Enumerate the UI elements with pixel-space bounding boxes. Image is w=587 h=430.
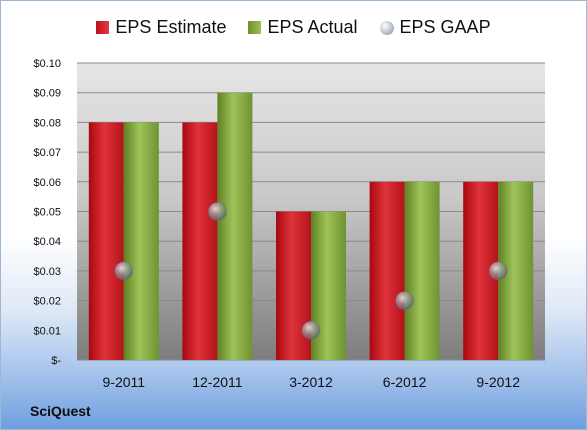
legend-label-estimate: EPS Estimate — [115, 17, 227, 37]
x-tick-label: 9-2011 — [103, 374, 146, 390]
point-eps-gaap — [395, 291, 415, 311]
legend-label-actual: EPS Actual — [267, 17, 358, 37]
legend: EPS Estimate EPS Actual EPS GAAP — [1, 17, 586, 38]
y-tick-label: $0.01 — [33, 325, 61, 337]
point-eps-gaap — [301, 320, 321, 340]
point-eps-gaap — [488, 261, 508, 281]
y-tick-label: $0.09 — [33, 88, 61, 100]
legend-item-actual: EPS Actual — [248, 17, 358, 38]
y-tick-label: $0.08 — [33, 117, 61, 129]
legend-item-estimate: EPS Estimate — [96, 17, 226, 38]
y-tick-label: $0.02 — [33, 296, 61, 308]
x-tick-label: 6-2012 — [383, 374, 427, 390]
bar-eps-estimate — [182, 122, 218, 361]
legend-swatch-gaap — [379, 20, 394, 35]
y-tick-label: $0.04 — [33, 236, 61, 248]
legend-swatch-estimate — [96, 21, 110, 34]
bar-eps-actual — [123, 122, 159, 361]
legend-label-gaap: EPS GAAP — [399, 17, 491, 37]
y-tick-label: $0.10 — [33, 58, 61, 70]
point-eps-gaap — [207, 202, 227, 221]
legend-swatch-actual — [248, 21, 262, 34]
bar-eps-estimate — [88, 122, 124, 361]
bar-eps-estimate — [369, 181, 405, 360]
x-tick-label: 12-2011 — [192, 374, 243, 390]
company-name: SciQuest — [30, 403, 91, 419]
y-tick-label: $0.03 — [33, 266, 61, 278]
point-eps-gaap — [114, 261, 134, 281]
x-tick-label: 9-2012 — [476, 374, 520, 390]
y-tick-label: $0.07 — [33, 147, 61, 159]
legend-item-gaap: EPS GAAP — [379, 17, 491, 38]
x-tick-label: 3-2012 — [289, 374, 333, 390]
y-tick-label: $0.05 — [33, 207, 61, 219]
y-tick-label: $- — [51, 355, 61, 367]
bar-eps-actual — [404, 181, 440, 360]
y-tick-label: $0.06 — [33, 177, 61, 189]
bar-eps-actual — [217, 92, 253, 360]
